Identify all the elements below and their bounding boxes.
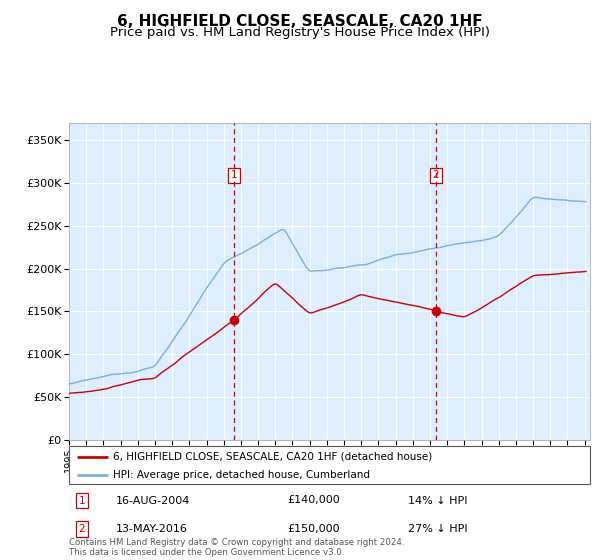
Text: 2: 2	[79, 524, 85, 534]
Text: £140,000: £140,000	[288, 496, 340, 506]
FancyBboxPatch shape	[69, 446, 590, 484]
Text: £150,000: £150,000	[288, 524, 340, 534]
Text: 2: 2	[433, 170, 439, 180]
Text: HPI: Average price, detached house, Cumberland: HPI: Average price, detached house, Cumb…	[113, 470, 370, 480]
Text: 1: 1	[230, 170, 237, 180]
Text: 13-MAY-2016: 13-MAY-2016	[116, 524, 188, 534]
Text: 1: 1	[79, 496, 85, 506]
Text: Contains HM Land Registry data © Crown copyright and database right 2024.
This d: Contains HM Land Registry data © Crown c…	[69, 538, 404, 557]
Text: 6, HIGHFIELD CLOSE, SEASCALE, CA20 1HF: 6, HIGHFIELD CLOSE, SEASCALE, CA20 1HF	[117, 14, 483, 29]
Text: 27% ↓ HPI: 27% ↓ HPI	[407, 524, 467, 534]
Text: Price paid vs. HM Land Registry's House Price Index (HPI): Price paid vs. HM Land Registry's House …	[110, 26, 490, 39]
Text: 16-AUG-2004: 16-AUG-2004	[116, 496, 190, 506]
Text: 14% ↓ HPI: 14% ↓ HPI	[407, 496, 467, 506]
Text: 6, HIGHFIELD CLOSE, SEASCALE, CA20 1HF (detached house): 6, HIGHFIELD CLOSE, SEASCALE, CA20 1HF (…	[113, 452, 433, 462]
